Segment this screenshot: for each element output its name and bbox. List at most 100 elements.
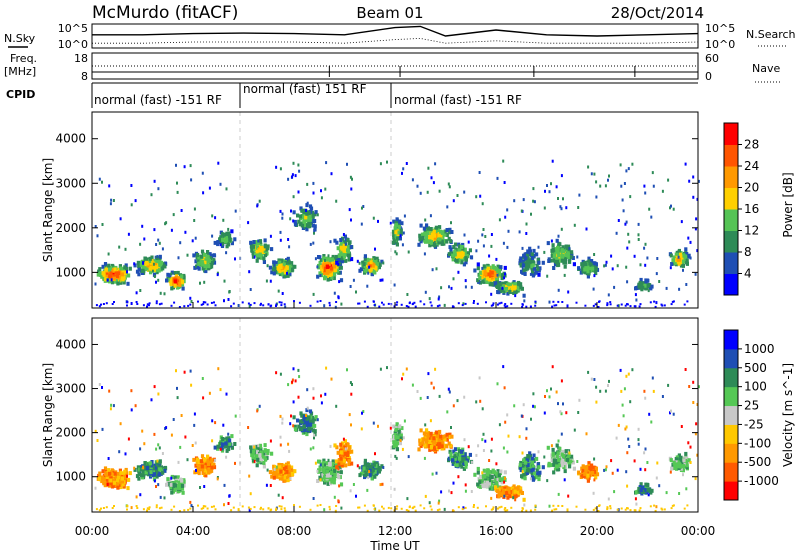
echo-cell <box>603 264 606 268</box>
echo-cell <box>212 260 217 265</box>
echo-cell <box>313 219 317 223</box>
echo-cell <box>468 248 472 253</box>
echo-cell <box>312 292 315 296</box>
echo-cell <box>223 279 226 283</box>
echo-cell <box>312 241 315 245</box>
echo-cell <box>119 266 123 271</box>
echo-cell <box>563 247 568 252</box>
echo-cell <box>115 478 120 483</box>
echo-cell <box>512 292 515 295</box>
echo-cell <box>175 483 180 488</box>
echo-cell <box>352 278 355 282</box>
echo-cell <box>225 251 228 255</box>
echo-cell <box>179 241 182 245</box>
echo-cell <box>395 303 398 306</box>
echo-cell <box>97 476 101 481</box>
echo-cell <box>113 301 115 303</box>
echo-cell <box>291 267 295 272</box>
echo-cell <box>576 255 579 259</box>
echo-cell <box>438 225 442 230</box>
echo-cell <box>506 305 509 308</box>
echo-cell <box>293 222 298 227</box>
echo-cell <box>263 253 268 258</box>
echo-cell <box>266 451 270 456</box>
echo-cell <box>208 456 212 461</box>
echo-cell <box>208 460 212 465</box>
noise-left-tick-bottom: 10^0 <box>58 38 88 51</box>
echo-cell <box>418 233 422 238</box>
echo-cell <box>207 264 211 269</box>
echo-cell <box>165 278 169 283</box>
echo-cell <box>107 252 110 256</box>
echo-cell <box>197 466 201 471</box>
echo-cell <box>213 240 217 245</box>
echo-cell <box>278 301 281 304</box>
echo-cell <box>398 424 402 429</box>
echo-cell <box>590 259 594 263</box>
echo-cell <box>206 252 210 257</box>
echo-cell <box>343 247 348 252</box>
echo-cell <box>590 172 593 176</box>
echo-cell <box>148 461 152 466</box>
nave-label: Nave <box>752 62 780 75</box>
echo-cell <box>338 260 342 265</box>
echo-cell <box>108 471 112 476</box>
echo-cell <box>196 253 200 257</box>
echo-cell <box>96 234 99 238</box>
echo-cell <box>426 231 430 236</box>
echo-cell <box>153 262 157 267</box>
echo-cell <box>424 233 429 238</box>
echo-cell <box>401 243 404 247</box>
echo-cell <box>109 478 113 483</box>
echo-cell <box>343 451 348 456</box>
echo-cell <box>585 227 588 231</box>
echo-cell <box>211 234 214 238</box>
echo-cell <box>333 238 337 243</box>
echo-cell <box>397 222 401 226</box>
echo-cell <box>170 490 174 495</box>
echo-cell <box>463 247 467 252</box>
echo-cell <box>328 269 332 274</box>
echo-cell <box>167 277 171 282</box>
echo-cell <box>694 272 697 276</box>
echo-cell <box>161 470 165 475</box>
echo-cell <box>292 210 296 215</box>
echo-cell <box>392 437 396 442</box>
echo-cell <box>625 169 628 173</box>
echo-cell <box>581 264 585 269</box>
echo-cell <box>599 184 602 188</box>
echo-cell <box>458 244 462 249</box>
echo-cell <box>206 250 210 254</box>
power-ytick-label: 2000 <box>55 221 86 235</box>
echo-cell <box>369 260 373 265</box>
echo-cell <box>228 441 232 446</box>
echo-cell <box>481 266 484 270</box>
echo-cell <box>110 280 115 285</box>
cpid-label: CPID <box>6 88 35 101</box>
echo-cell <box>118 468 122 473</box>
echo-cell <box>325 161 328 165</box>
echo-cell <box>406 293 409 296</box>
echo-cell <box>208 186 211 190</box>
echo-cell <box>340 441 345 446</box>
echo-cell <box>203 252 207 257</box>
echo-cell <box>290 261 294 266</box>
echo-cell <box>379 162 382 166</box>
echo-cell <box>173 483 177 488</box>
echo-cell <box>94 282 97 286</box>
echo-cell <box>661 304 664 307</box>
echo-cell <box>270 270 274 275</box>
echo-cell <box>181 490 185 495</box>
echo-cell <box>253 302 256 305</box>
echo-cell <box>321 263 326 268</box>
echo-cell <box>293 300 295 303</box>
echo-cell <box>305 203 309 208</box>
echo-cell <box>478 171 481 174</box>
echo-cell <box>219 441 223 446</box>
echo-cell <box>519 263 523 268</box>
echo-cell <box>151 269 154 273</box>
echo-cell <box>335 301 338 303</box>
echo-cell <box>639 303 642 306</box>
echo-cell <box>432 436 436 441</box>
echo-cell <box>312 181 315 185</box>
